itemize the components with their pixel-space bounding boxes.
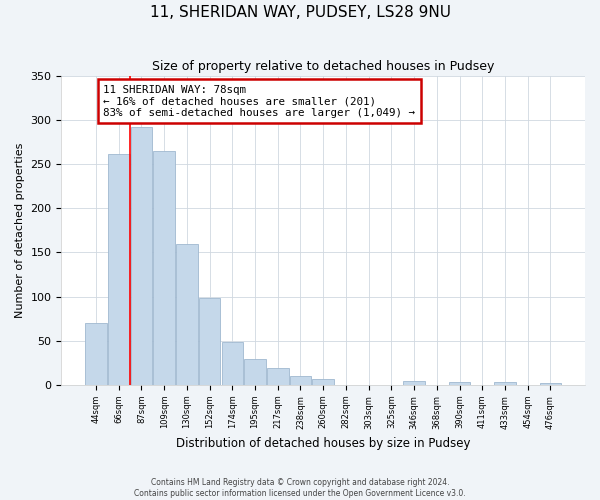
- Bar: [85, 323, 107, 385]
- Text: 11, SHERIDAN WAY, PUDSEY, LS28 9NU: 11, SHERIDAN WAY, PUDSEY, LS28 9NU: [149, 5, 451, 20]
- Bar: [154, 150, 175, 385]
- Text: 11 SHERIDAN WAY: 78sqm
← 16% of detached houses are smaller (201)
83% of semi-de: 11 SHERIDAN WAY: 78sqm ← 16% of detached…: [103, 85, 415, 118]
- Bar: [403, 380, 425, 385]
- Bar: [494, 382, 516, 385]
- Text: Contains HM Land Registry data © Crown copyright and database right 2024.
Contai: Contains HM Land Registry data © Crown c…: [134, 478, 466, 498]
- Bar: [449, 382, 470, 385]
- Bar: [539, 383, 561, 385]
- Bar: [313, 379, 334, 385]
- Y-axis label: Number of detached properties: Number of detached properties: [15, 142, 25, 318]
- Bar: [199, 298, 220, 385]
- Bar: [290, 376, 311, 385]
- Bar: [131, 127, 152, 385]
- Bar: [244, 360, 266, 385]
- X-axis label: Distribution of detached houses by size in Pudsey: Distribution of detached houses by size …: [176, 437, 470, 450]
- Bar: [267, 368, 289, 385]
- Bar: [176, 244, 197, 385]
- Bar: [221, 342, 243, 385]
- Bar: [108, 154, 130, 385]
- Title: Size of property relative to detached houses in Pudsey: Size of property relative to detached ho…: [152, 60, 494, 73]
